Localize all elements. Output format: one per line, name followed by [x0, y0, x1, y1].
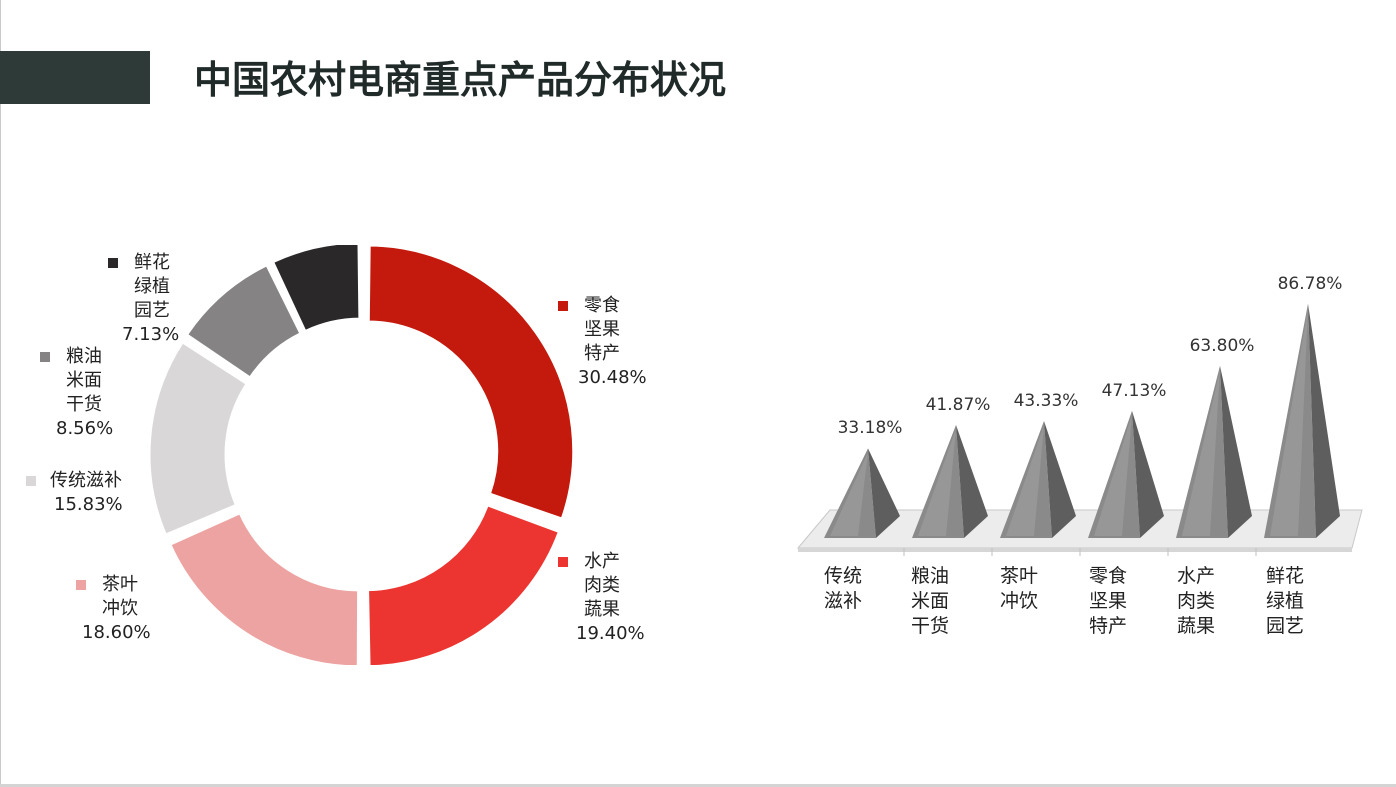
legend-swatch: [558, 557, 568, 567]
bar-value-label: 43.33%: [1013, 391, 1079, 411]
slice-percent-label: 19.40%: [576, 623, 645, 644]
slice-seafood: [368, 505, 559, 665]
category-line: 传统: [824, 565, 863, 587]
page-title: 中国农村电商重点产品分布状况: [194, 58, 727, 102]
category-line: 粮油: [911, 565, 950, 587]
category-line: 坚果: [1089, 590, 1128, 612]
category-line: 零食: [1089, 565, 1128, 587]
legend-swatch: [26, 476, 36, 486]
pyramid-side-face: [1132, 410, 1164, 538]
pyramid-bar: [1264, 303, 1340, 538]
pyramid-highlight: [1182, 369, 1220, 536]
legend-swatch: [558, 301, 568, 311]
category-line: 鲜花: [1266, 565, 1305, 587]
slice-grain: [187, 265, 301, 378]
category-line: 米面: [911, 590, 950, 612]
pyramid-side-face: [956, 424, 988, 538]
category-line: 肉类: [1177, 590, 1216, 612]
frame-bottom-border: [0, 784, 1396, 787]
pyramid-bar: [912, 424, 988, 538]
pyramid-bar: [824, 448, 900, 538]
pyramid-front-face: [1000, 421, 1052, 538]
legend-line: 蔬果: [584, 599, 620, 620]
frame-left-border: [0, 0, 1, 787]
pyramid-bar: [1000, 421, 1076, 538]
category-line: 特产: [1089, 615, 1128, 637]
bar-value-label: 33.18%: [837, 418, 903, 439]
legend-line: 米面: [66, 370, 102, 391]
slice-percent-label: 8.56%: [56, 418, 114, 439]
pyramid-side-face: [868, 448, 900, 538]
slice-percent-label: 15.83%: [54, 494, 123, 515]
category-label: 鲜花 绿植 园艺: [1266, 564, 1310, 639]
legend-swatch: [76, 580, 86, 590]
pyramid-front-face: [912, 424, 964, 538]
donut-label-tonic: 传统滋补 15.83%: [26, 469, 123, 517]
pyramid-front-face: [1176, 365, 1228, 538]
pyramid-bar: [1088, 410, 1164, 538]
pyramid-front-face: [1088, 410, 1140, 538]
category-label: 传统 滋补: [824, 564, 868, 614]
legend-line: 园艺: [134, 300, 170, 321]
legend-line: 鲜花: [134, 252, 170, 273]
category-label: 水产 肉类 蔬果: [1177, 564, 1221, 639]
legend-line: 零食: [584, 295, 620, 316]
slice-percent-label: 7.13%: [122, 324, 180, 345]
legend-line: 水产: [584, 551, 620, 572]
legend-line: 肉类: [584, 575, 620, 596]
chart-floor-edge: [798, 548, 1352, 552]
donut-label-tea: 茶叶 冲饮 18.60%: [76, 573, 151, 645]
category-line: 水产: [1177, 565, 1216, 587]
bar-value-label: 41.87%: [925, 394, 991, 415]
pyramid-bar: [1176, 365, 1252, 538]
legend-line: 传统滋补: [50, 470, 122, 491]
legend-line: 特产: [584, 343, 620, 364]
legend-line: 坚果: [584, 319, 620, 340]
legend-line: 干货: [66, 394, 102, 415]
slice-percent-label: 18.60%: [82, 622, 151, 643]
category-line: 干货: [911, 615, 950, 637]
pyramid-side-face: [1220, 365, 1252, 538]
slice-flowers: [273, 245, 360, 332]
category-line: 绿植: [1266, 590, 1305, 612]
slice-snacks: [368, 245, 574, 519]
pyramid-front-face: [824, 448, 876, 538]
donut-label-seafood: 水产 肉类 蔬果 19.40%: [558, 550, 645, 646]
donut-chart: [150, 245, 574, 665]
bar-value-label: 63.80%: [1189, 335, 1255, 356]
category-line: 园艺: [1266, 615, 1305, 637]
pyramid-side-face: [1044, 421, 1076, 538]
bar-value-label: 47.13%: [1101, 380, 1167, 401]
category-label: 粮油 米面 干货: [911, 564, 955, 639]
pyramid-highlight: [1006, 425, 1044, 536]
legend-swatch: [108, 258, 118, 268]
pyramid-highlight: [918, 428, 956, 536]
legend-line: 粮油: [66, 346, 102, 367]
donut-label-snacks: 零食 坚果 特产 30.48%: [558, 294, 647, 390]
legend-line: 绿植: [134, 276, 170, 297]
category-line: 蔬果: [1177, 615, 1216, 637]
category-label: 零食 坚果 特产: [1089, 564, 1133, 639]
title-accent-bar: [0, 51, 150, 104]
slice-percent-label: 30.48%: [578, 367, 647, 388]
slice-tea: [170, 513, 359, 665]
category-line: 茶叶: [1000, 565, 1039, 587]
slice-tonic: [150, 342, 247, 535]
pyramid-bar-chart: [796, 303, 1363, 556]
pyramid-side-face: [1308, 303, 1340, 538]
category-line: 滋补: [824, 590, 863, 612]
pyramid-front-face: [1264, 303, 1316, 538]
donut-label-grain: 粮油 米面 干货 8.56%: [40, 345, 113, 441]
legend-swatch: [40, 352, 50, 362]
bar-value-label: 86.78%: [1277, 273, 1343, 294]
category-line: 冲饮: [1000, 590, 1039, 612]
donut-label-flowers: 鲜花 绿植 园艺 7.13%: [108, 251, 179, 347]
legend-line: 茶叶: [102, 574, 138, 595]
category-label: 茶叶 冲饮: [1000, 564, 1044, 614]
pyramid-highlight: [1094, 414, 1132, 536]
legend-line: 冲饮: [102, 598, 138, 619]
